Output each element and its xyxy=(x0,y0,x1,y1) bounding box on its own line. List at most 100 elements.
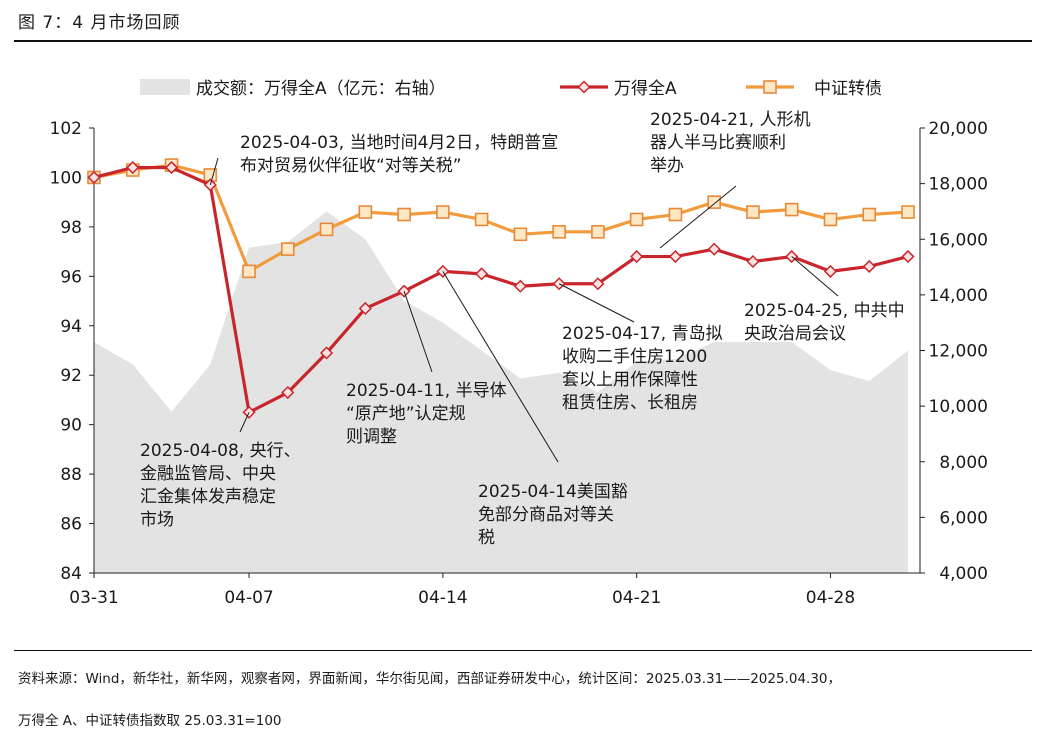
cb-index-point xyxy=(513,227,528,242)
annotation-text: “原产地”认定规 xyxy=(346,404,466,424)
x-tick-label: 03-31 xyxy=(69,588,118,608)
wind-a-point xyxy=(746,254,760,269)
cb-index-point xyxy=(358,205,373,219)
left-tick-label: 98 xyxy=(60,218,82,238)
wind-a-point xyxy=(862,259,876,274)
cb-index-point xyxy=(552,225,566,239)
annotation-leader xyxy=(659,185,737,249)
right-tick-label: 4,000 xyxy=(939,564,988,584)
right-tick-label: 16,000 xyxy=(929,230,988,250)
cb-index-point xyxy=(784,202,799,217)
legend-label-wind: 万得全A xyxy=(614,79,677,99)
cb-index-point xyxy=(707,195,721,209)
annotation-text: 收购二手住房1200 xyxy=(562,347,707,367)
cb-index-point xyxy=(436,205,450,219)
figure-title: 图 7：4 月市场回顾 xyxy=(18,13,181,33)
wind-a-point xyxy=(87,170,101,185)
cb-index-point xyxy=(823,212,838,227)
annotation-text: 则调整 xyxy=(346,427,397,447)
wind-a-point xyxy=(513,279,527,293)
wind-a-point xyxy=(668,249,682,264)
left-tick-label: 90 xyxy=(60,416,82,436)
legend-marker-cb xyxy=(763,80,777,94)
x-tick-label: 04-07 xyxy=(224,588,273,608)
right-tick-label: 8,000 xyxy=(939,453,988,473)
cb-index-point xyxy=(281,242,295,256)
legend-swatch-turnover xyxy=(140,79,190,95)
annotation-text: 2025-04-21, 人形机 xyxy=(650,110,811,130)
annotation-leader xyxy=(403,291,433,373)
cb-index-point xyxy=(242,264,256,279)
annotation-leader xyxy=(791,256,839,297)
annotation-text: 举办 xyxy=(650,156,684,176)
wind-a-point xyxy=(281,385,295,400)
annotation-text: 器人半马比赛顺利 xyxy=(650,132,786,153)
annotation-text: 2025-04-17, 青岛拟 xyxy=(562,324,723,344)
wind-a-point xyxy=(320,346,334,360)
cb-index-point xyxy=(746,205,760,219)
right-tick-label: 12,000 xyxy=(929,342,988,362)
right-tick-label: 18,000 xyxy=(929,175,988,195)
wind-a-point xyxy=(591,277,605,291)
wind-a-point xyxy=(901,249,915,264)
wind-a-point xyxy=(126,160,140,175)
annotation-leader xyxy=(209,157,219,185)
left-tick-label: 88 xyxy=(60,465,82,485)
left-tick-label: 96 xyxy=(60,267,82,287)
annotation-text: 市场 xyxy=(140,510,174,530)
annotation-text: 2025-04-08, 央行、 xyxy=(140,441,301,461)
right-tick-label: 14,000 xyxy=(929,286,988,306)
annotation-leader xyxy=(442,271,559,463)
index-base-note: 万得全 A、中证转债指数取 25.03.31=100 xyxy=(18,713,282,729)
right-tick-label: 6,000 xyxy=(939,508,988,528)
cb-index-point xyxy=(474,212,489,227)
x-tick-label: 04-21 xyxy=(612,588,661,608)
left-tick-label: 86 xyxy=(60,515,82,535)
legend-label-cb: 中证转债 xyxy=(814,79,882,99)
cb-index-point xyxy=(862,207,877,222)
left-tick-label: 92 xyxy=(60,366,82,386)
annotation-text: 免部分商品对等关 xyxy=(478,505,614,525)
legend-label-turnover: 成交额：万得全A（亿元：右轴） xyxy=(196,79,446,99)
annotation-text: 税 xyxy=(478,528,495,548)
annotation-text: 2025-04-14美国豁 xyxy=(478,482,628,502)
annotation-text: 2025-04-25, 中共中 xyxy=(744,301,905,321)
legend-marker-wind xyxy=(577,80,591,94)
cb-index-point xyxy=(901,205,915,219)
wind-a-point xyxy=(707,242,721,256)
left-tick-label: 84 xyxy=(60,564,82,584)
annotation-text: 套以上用作保障性 xyxy=(562,370,698,390)
annotation-leader xyxy=(239,412,250,433)
chart: 84 86 88 90 92 94 96 98 100 102 4,000 6,000 8,000 10,… xyxy=(50,79,988,608)
left-tick-label: 94 xyxy=(60,317,82,337)
cb-index-point xyxy=(591,225,605,239)
right-tick-label: 20,000 xyxy=(929,119,988,139)
wind-a-point xyxy=(358,301,372,316)
cb-index-point xyxy=(397,207,411,222)
turnover-area xyxy=(94,211,908,573)
bottom-rule xyxy=(14,650,1032,651)
wind-a-point xyxy=(475,267,489,281)
wind-a-point xyxy=(630,249,644,264)
left-tick-label: 102 xyxy=(50,119,82,139)
annotation-leader xyxy=(558,283,635,323)
wind-a-point xyxy=(823,264,838,278)
wind-a-point xyxy=(164,160,179,175)
left-tick-label: 100 xyxy=(50,168,82,188)
x-tick-label: 04-28 xyxy=(806,588,855,608)
cb-index-point xyxy=(668,207,683,222)
top-rule xyxy=(14,40,1032,42)
cb-index-point xyxy=(629,212,644,227)
right-tick-label: 10,000 xyxy=(929,397,988,417)
source-note: 资料来源：Wind，新华社，新华网，观察者网，界面新闻，华尔街见闻，西部证券研发… xyxy=(18,671,842,687)
x-tick-label: 04-14 xyxy=(418,588,467,608)
wind-a-line xyxy=(93,165,909,414)
annotation-text: 租赁住房、长租房 xyxy=(562,393,698,413)
annotation-text: 2025-04-03, 当地时间4月2日，特朗普宣 xyxy=(240,133,558,153)
